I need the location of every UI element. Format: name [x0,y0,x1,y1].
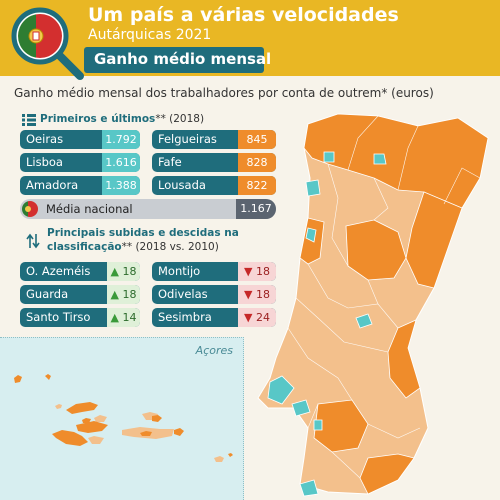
setubal-area [291,399,311,417]
top-3-name: Amadora [26,178,79,192]
rise-3-value: 14 [122,311,137,324]
bottom-1-pill: Felgueiras 845 [152,130,276,149]
ranking-heading: Primeiros e últimos** (2018) [40,113,204,125]
section-title: Ganho médio mensal [94,50,272,68]
fall-2-pill: Odivelas ▼ 18 [152,285,276,304]
fall-3-value: 24 [255,311,270,324]
coimbra-area [355,313,373,329]
top-1-value: 1.792 [102,130,140,149]
changes-heading-line1: Principais subidas e descidas na [47,227,239,239]
portugal-mainland-map [257,113,489,497]
rise-1-pill: O. Azeméis ▲ 18 [20,262,140,281]
bottom-2-pill: Fafe 828 [152,153,276,172]
fall-1-name: Montijo [158,264,201,278]
chart-description: Ganho médio mensal dos trabalhadores por… [14,86,434,100]
top-3-pill: Amadora 1.388 [20,176,140,195]
municipality-borders [287,115,481,479]
rise-2-value: 18 [122,288,137,301]
national-average-label: Média nacional [46,202,133,216]
fall-3-pill: Sesimbra ▼ 24 [152,308,276,327]
bottom-2-value: 828 [238,153,276,172]
top-2-value: 1.616 [102,153,140,172]
section-banner: Ganho médio mensal [84,47,271,73]
top-1-name: Oeiras [26,132,64,146]
azores-inset-map: Açores [0,337,244,500]
changes-heading-bold-1: Principais subidas e descidas na [47,227,239,239]
rise-3-pill: Santo Tirso ▲ 14 [20,308,140,327]
triangle-down-icon: ▼ [244,311,253,324]
triangle-up-icon: ▲ [110,265,119,278]
page-subtitle: Autárquicas 2021 [88,27,212,43]
top-2-name: Lisboa [26,155,63,169]
magnifier-flag-icon [11,7,84,80]
national-average-bar: Média nacional 1.167 [20,199,276,219]
triangle-up-icon: ▲ [110,288,119,301]
rise-3-value-box: ▲ 14 [107,308,140,327]
up-down-arrows-icon [26,233,40,249]
top-2-pill: Lisboa 1.616 [20,153,140,172]
azores-label: Açores [195,344,233,357]
viseu-area [373,153,387,165]
bottom-3-pill: Lousada 822 [152,176,276,195]
changes-heading-line2: classificação** (2018 vs. 2010) [47,241,219,253]
fall-2-name: Odivelas [158,287,208,301]
portugal-flag-icon [22,201,38,217]
triangle-down-icon: ▼ [244,288,253,301]
fall-2-value: 18 [255,288,270,301]
aveiro-area [305,227,317,243]
algarve-teal [299,479,319,497]
fall-3-value-box: ▼ 24 [238,308,276,327]
rise-2-value-box: ▲ 18 [107,285,140,304]
fall-1-value-box: ▼ 18 [238,262,276,281]
fall-1-value: 18 [255,265,270,278]
rise-1-value-box: ▲ 18 [107,262,140,281]
fall-3-name: Sesimbra [158,310,212,324]
azores-islands [14,374,233,462]
ranking-icon [22,114,36,126]
rise-1-name: O. Azeméis [26,264,91,278]
alentejo-east [387,319,421,399]
lisbon-area [267,375,295,405]
top-3-value: 1.388 [102,176,140,195]
braga-area [323,151,335,163]
bottom-3-value: 822 [238,176,276,195]
interior-north [405,191,463,289]
changes-heading-rest: ** (2018 vs. 2010) [121,241,219,253]
ranking-heading-bold: Primeiros e últimos [40,113,156,125]
triangle-down-icon: ▼ [244,265,253,278]
rise-2-pill: Guarda ▲ 18 [20,285,140,304]
rise-2-name: Guarda [26,287,69,301]
sines-area [313,419,323,431]
bottom-2-name: Fafe [158,155,182,169]
porto-area [305,179,321,197]
bottom-1-value: 845 [238,130,276,149]
center-band [345,219,407,281]
rise-1-value: 18 [122,265,137,278]
fall-2-value-box: ▼ 18 [238,285,276,304]
algarve-east [359,453,415,495]
changes-heading-bold-2: classificação [47,241,122,253]
triangle-up-icon: ▲ [110,311,119,324]
fall-1-pill: Montijo ▼ 18 [152,262,276,281]
bottom-3-name: Lousada [158,178,206,192]
ranking-heading-rest: ** (2018) [155,113,205,125]
bottom-1-name: Felgueiras [158,132,217,146]
national-average-value: 1.167 [236,199,276,219]
rise-3-name: Santo Tirso [26,310,91,324]
top-1-pill: Oeiras 1.792 [20,130,140,149]
page-title: Um país a várias velocidades [88,4,399,26]
header-banner: Um país a várias velocidades Autárquicas… [0,0,500,80]
